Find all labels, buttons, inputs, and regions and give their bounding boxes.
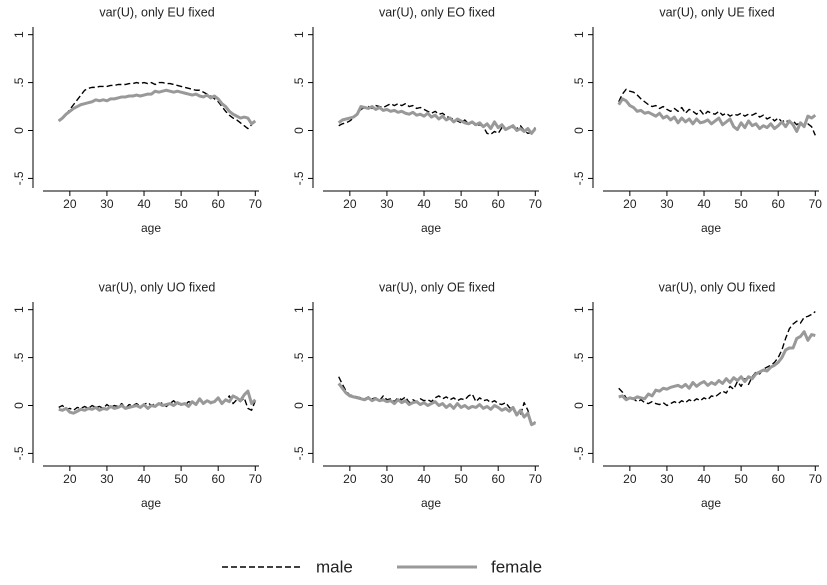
x-tick-label: 20	[623, 197, 637, 211]
y-tick-label: .5	[572, 352, 586, 362]
y-tick-label: -.5	[572, 171, 586, 185]
x-tick-label: 20	[343, 197, 357, 211]
x-tick-label: 60	[772, 197, 786, 211]
y-tick-label: .5	[12, 352, 26, 362]
x-tick-label: 50	[174, 472, 188, 486]
x-tick-label: 70	[529, 197, 543, 211]
y-tick-label: -.5	[572, 446, 586, 460]
x-tick-label: 70	[529, 472, 543, 486]
y-tick-label: 1	[572, 306, 586, 313]
x-tick-label: 70	[809, 472, 823, 486]
x-tick-label: 40	[417, 197, 431, 211]
x-tick-label: 60	[772, 472, 786, 486]
x-tick-label: 30	[660, 472, 674, 486]
x-tick-label: 40	[417, 472, 431, 486]
y-tick-label: 1	[12, 31, 26, 38]
y-tick-label: .5	[572, 77, 586, 87]
legend-label: female	[491, 557, 542, 576]
series-line	[58, 389, 257, 415]
x-axis-label: age	[701, 221, 721, 235]
x-axis-label: age	[141, 221, 161, 235]
panel-title: var(U), only EU fixed	[99, 5, 214, 19]
y-tick-label: 1	[12, 306, 26, 313]
y-tick-label: -.5	[12, 446, 26, 460]
y-tick-label: 0	[12, 127, 26, 134]
panel-title: var(U), only EO fixed	[379, 5, 495, 19]
series-line	[618, 330, 816, 402]
x-tick-label: 30	[100, 472, 114, 486]
x-tick-label: 30	[380, 197, 394, 211]
x-tick-label: 50	[454, 472, 468, 486]
series-line	[57, 88, 257, 126]
x-tick-label: 60	[212, 197, 226, 211]
y-tick-label: 0	[292, 402, 306, 409]
x-tick-label: 50	[734, 197, 748, 211]
x-tick-label: 40	[697, 197, 711, 211]
series-line	[618, 311, 816, 407]
series-line	[337, 382, 536, 427]
y-tick-label: .5	[292, 77, 306, 87]
panel-title: var(U), only OU fixed	[659, 280, 776, 294]
x-axis-label: age	[421, 496, 441, 510]
y-tick-label: 0	[12, 402, 26, 409]
series-line	[58, 81, 256, 130]
x-axis-label: age	[421, 221, 441, 235]
panel-title: var(U), only UE fixed	[659, 5, 774, 19]
x-tick-label: 40	[137, 197, 151, 211]
y-tick-label: -.5	[12, 171, 26, 185]
y-tick-label: 0	[572, 402, 586, 409]
series-line	[337, 105, 537, 135]
y-tick-label: .5	[12, 77, 26, 87]
legend-label: male	[316, 557, 353, 576]
y-tick-label: 0	[572, 127, 586, 134]
x-axis-label: age	[141, 496, 161, 510]
x-tick-label: 60	[492, 472, 506, 486]
panel-title: var(U), only OE fixed	[379, 280, 495, 294]
x-tick-label: 20	[343, 472, 357, 486]
x-tick-label: 20	[63, 472, 77, 486]
y-tick-label: -.5	[292, 446, 306, 460]
x-tick-label: 50	[174, 197, 188, 211]
x-tick-label: 50	[734, 472, 748, 486]
y-tick-label: 1	[572, 31, 586, 38]
x-tick-label: 70	[249, 197, 263, 211]
x-tick-label: 40	[137, 472, 151, 486]
x-axis-label: age	[701, 496, 721, 510]
x-tick-label: 70	[809, 197, 823, 211]
y-tick-label: .5	[292, 352, 306, 362]
x-tick-label: 40	[697, 472, 711, 486]
panel-title: var(U), only UO fixed	[99, 280, 216, 294]
x-tick-label: 20	[623, 472, 637, 486]
x-tick-label: 60	[492, 197, 506, 211]
x-tick-label: 30	[660, 197, 674, 211]
x-tick-label: 50	[454, 197, 468, 211]
y-tick-label: 1	[292, 31, 306, 38]
x-tick-label: 60	[212, 472, 226, 486]
x-tick-label: 20	[63, 197, 77, 211]
x-tick-label: 70	[249, 472, 263, 486]
y-tick-label: -.5	[292, 171, 306, 185]
series-line	[338, 376, 536, 426]
x-tick-label: 30	[380, 472, 394, 486]
x-tick-label: 30	[100, 197, 114, 211]
y-tick-label: 1	[292, 306, 306, 313]
series-line	[617, 97, 817, 133]
y-tick-label: 0	[292, 127, 306, 134]
